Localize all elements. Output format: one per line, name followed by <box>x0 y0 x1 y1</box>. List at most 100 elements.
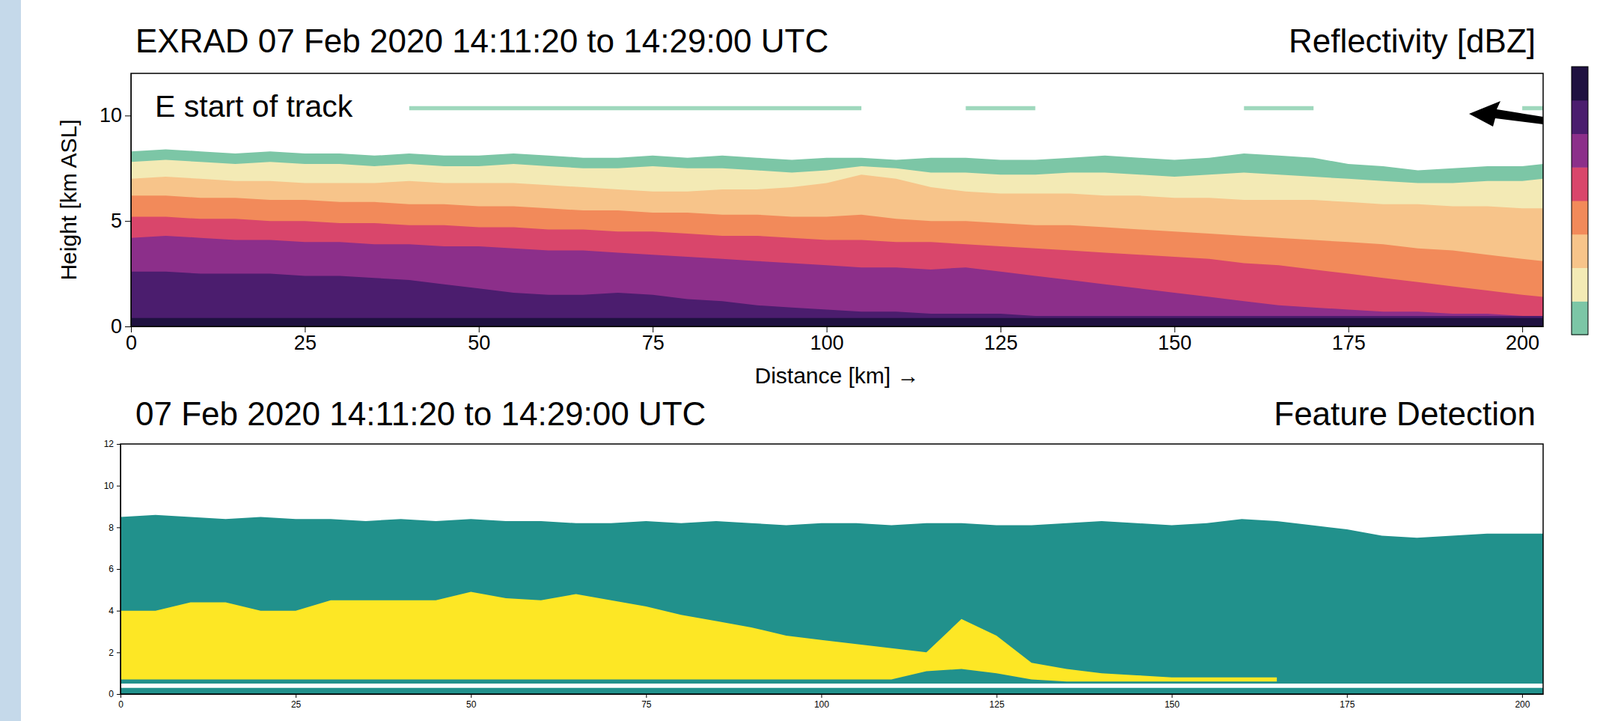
plot-background <box>130 73 1544 327</box>
x-tick: 75 <box>642 326 665 354</box>
x-tick-mark <box>120 693 122 698</box>
y-tick-label: 0 <box>108 688 114 699</box>
y-axis: 0 2 4 6 8 10 12 <box>104 438 122 699</box>
x-tick: 75 <box>641 693 652 710</box>
x-tick-mark <box>820 693 822 698</box>
colorbar-swatch <box>1571 267 1589 302</box>
colorbar-swatch <box>1571 200 1589 235</box>
x-axis-line <box>121 693 1544 695</box>
side-strip <box>0 0 21 721</box>
x-tick-label: 150 <box>1157 331 1192 354</box>
y-tick-label: 6 <box>108 563 114 574</box>
y-tick: 2 <box>108 647 121 658</box>
x-tick-label: 200 <box>1505 331 1540 354</box>
x-tick: 0 <box>118 693 124 710</box>
x-tick-label: 25 <box>294 331 317 354</box>
y-tick-label: 8 <box>108 522 114 533</box>
marks <box>120 514 1544 694</box>
y-tick: 10 <box>99 104 131 127</box>
y-tick-mark <box>116 651 121 653</box>
x-axis: 0 25 50 75 100 125 150 175 200 <box>118 693 1544 710</box>
y-tick-mark <box>116 485 121 487</box>
y-tick-label: 4 <box>108 605 114 616</box>
plot-frame <box>130 73 1544 327</box>
x-tick: 125 <box>984 326 1018 354</box>
colorbar-swatch <box>1571 66 1589 101</box>
x-tick: 150 <box>1157 326 1192 354</box>
x-tick-label: 75 <box>641 698 652 710</box>
y-tick-mark <box>116 443 121 445</box>
y-tick: 0 <box>108 688 121 699</box>
x-tick: 200 <box>1505 326 1540 354</box>
y-tick-label: 5 <box>110 209 122 232</box>
colorbar <box>1571 66 1589 336</box>
y-axis-title: Height [km ASL] <box>56 118 81 280</box>
colorbar-swatch <box>1571 133 1589 168</box>
x-axis-line <box>131 326 1544 328</box>
area-band <box>120 591 1277 682</box>
area-band <box>130 217 1544 327</box>
y-tick: 4 <box>108 605 121 616</box>
colorbar-swatch <box>1571 300 1589 335</box>
x-tick-label: 125 <box>984 331 1018 354</box>
area-band <box>409 106 1544 111</box>
x-axis-title: Distance [km] → <box>754 362 919 388</box>
area-band <box>130 174 1544 327</box>
y-axis: 0 5 10 <box>99 74 132 339</box>
x-tick-mark <box>470 693 472 698</box>
area-band <box>120 514 1544 684</box>
y-tick-mark <box>124 115 131 116</box>
colorbar-swatch <box>1571 166 1589 201</box>
y-tick-label: 2 <box>108 647 114 658</box>
y-tick: 10 <box>104 480 121 491</box>
y-tick-mark <box>124 326 131 328</box>
x-tick: 25 <box>294 326 317 354</box>
x-tick-label: 175 <box>1332 331 1366 354</box>
x-axis: 0255075100125150175200 <box>125 326 1544 354</box>
x-tick-label: 175 <box>1339 698 1355 710</box>
y-tick-mark <box>116 610 121 612</box>
annotation: E start of track <box>154 89 354 124</box>
x-tick-mark <box>1171 693 1173 698</box>
colorbar-swatch <box>1571 100 1589 134</box>
marks <box>130 106 1544 327</box>
y-tick: 0 <box>110 315 131 338</box>
x-tick: 200 <box>1514 693 1530 710</box>
x-tick-label: 50 <box>466 698 477 710</box>
x-tick: 25 <box>291 693 302 710</box>
figure: 02550751001251501752000510EXRAD 07 Feb 2… <box>0 0 1600 721</box>
x-tick-label: 0 <box>118 698 124 710</box>
area-band <box>130 159 1544 327</box>
x-tick-label: 75 <box>642 331 665 354</box>
y-axis-line <box>120 444 122 695</box>
x-tick-label: 125 <box>989 698 1005 710</box>
area-band <box>130 148 1544 327</box>
x-tick-mark <box>295 693 297 698</box>
area-band <box>130 318 1544 327</box>
y-tick-label: 10 <box>104 480 115 491</box>
y-tick-mark <box>124 220 131 222</box>
x-tick-label: 100 <box>814 698 830 710</box>
x-tick: 150 <box>1164 693 1180 710</box>
area-band <box>130 271 1544 327</box>
direction-arrow <box>1469 101 1544 127</box>
area-band <box>120 687 1544 694</box>
colorbar-swatch <box>1571 234 1589 268</box>
colorbar-frame <box>1571 66 1589 335</box>
x-tick: 50 <box>466 693 477 710</box>
plot-background <box>120 443 1544 694</box>
y-tick: 8 <box>108 522 121 533</box>
x-tick: 100 <box>814 693 830 710</box>
y-axis-line <box>130 74 132 328</box>
x-tick-mark <box>645 693 647 698</box>
y-tick-mark <box>116 526 121 528</box>
x-tick: 125 <box>989 693 1005 710</box>
x-tick: 175 <box>1332 326 1366 354</box>
x-tick-label: 50 <box>467 331 491 354</box>
y-tick-label: 12 <box>104 438 115 450</box>
y-tick: 6 <box>108 563 121 574</box>
x-tick: 100 <box>810 326 845 354</box>
x-tick-label: 150 <box>1164 698 1180 710</box>
x-tick-mark <box>996 693 998 698</box>
panel: 025507510012515017520002468101207 Feb 20… <box>104 395 1544 710</box>
